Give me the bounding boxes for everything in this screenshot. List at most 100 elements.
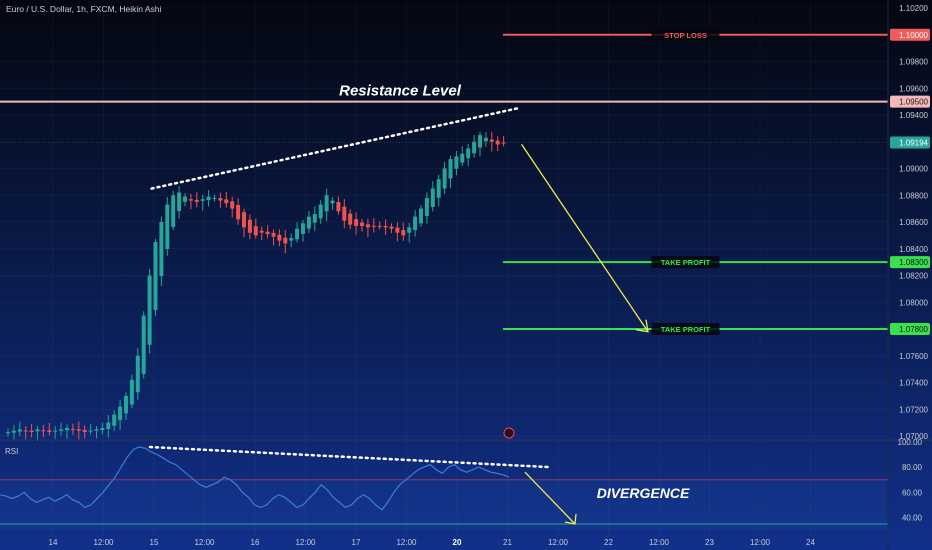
candle-body xyxy=(59,429,64,431)
price-tick-label: 1.08400 xyxy=(899,245,928,254)
flash-icon xyxy=(503,427,515,439)
candle-group xyxy=(6,131,506,442)
time-tick-label: 12:00 xyxy=(649,538,670,547)
chart-title: Euro / U.S. Dollar, 1h, FXCM, Heikin Ash… xyxy=(6,4,162,14)
rsi-tick-label: 100.00 xyxy=(898,438,923,447)
resistance-label: Resistance Level xyxy=(339,83,462,100)
candle-body xyxy=(242,212,246,228)
price-tick-label: 1.09600 xyxy=(899,84,928,93)
candle-body xyxy=(454,156,459,169)
arrow-line xyxy=(521,144,649,333)
candle-body xyxy=(247,219,252,233)
candle-body xyxy=(407,227,412,233)
candle-body xyxy=(129,379,134,405)
candle-body xyxy=(188,199,193,201)
candle-body xyxy=(377,225,382,227)
candle-body xyxy=(277,234,282,241)
candle-body xyxy=(88,430,93,432)
candle-body xyxy=(100,427,105,431)
candle-body xyxy=(106,422,111,430)
level-label: TAKE PROFIT xyxy=(661,325,711,334)
candle-body xyxy=(177,192,182,212)
price-badge-label: 1.10000 xyxy=(899,31,928,40)
time-tick-label: 24 xyxy=(806,538,815,547)
candle-body xyxy=(11,430,16,433)
time-tick-label: 20 xyxy=(453,538,462,547)
candle-body xyxy=(301,223,305,235)
price-tick-label: 1.07200 xyxy=(899,405,928,414)
time-tick-label: 12:00 xyxy=(295,538,316,547)
candle-body xyxy=(478,135,482,148)
candle-body xyxy=(112,414,117,426)
price-tick-label: 1.07000 xyxy=(899,432,928,441)
level-lines: STOP LOSS 1.10000 Resistance Level 1.09500 T… xyxy=(0,28,930,335)
candle-body xyxy=(118,406,123,421)
candle-body xyxy=(259,230,264,233)
price-tick-label: 1.08800 xyxy=(899,191,928,200)
candle-body xyxy=(76,429,81,431)
candle-body xyxy=(206,196,211,201)
candle-body xyxy=(141,315,146,374)
candle-body xyxy=(371,225,376,227)
time-tick-label: 12:00 xyxy=(194,538,215,547)
candle-body xyxy=(430,188,435,207)
candle-body xyxy=(224,199,229,204)
candle-body xyxy=(82,429,87,432)
candle-body xyxy=(501,142,506,144)
time-tick-label: 21 xyxy=(503,538,512,547)
candle-body xyxy=(47,430,52,432)
price-badge xyxy=(890,323,930,335)
annotations xyxy=(150,107,649,439)
candle-body xyxy=(289,238,294,241)
candle-body xyxy=(271,232,276,237)
price-tick-label: 1.08000 xyxy=(899,298,928,307)
candle-body xyxy=(460,153,465,163)
candle-body xyxy=(29,430,34,432)
candle-body xyxy=(330,200,335,204)
price-tick-label: 1.09400 xyxy=(899,111,928,120)
time-tick-label: 23 xyxy=(705,538,714,547)
candle-body xyxy=(401,230,406,236)
time-tick-label: 17 xyxy=(352,538,361,547)
time-tick-label: 15 xyxy=(150,538,159,547)
candle-body xyxy=(35,429,40,432)
candle-body xyxy=(194,199,199,202)
rsi-tick-label: 80.00 xyxy=(902,463,923,472)
level-label: TAKE PROFIT xyxy=(661,258,711,267)
time-tick-label: 12:00 xyxy=(396,538,417,547)
candle-body xyxy=(23,430,28,432)
candle-body xyxy=(419,208,423,224)
current-price-label: 1.09194 xyxy=(899,139,928,148)
rsi-trendline xyxy=(148,445,552,469)
rsi-band xyxy=(0,479,888,530)
candle-body xyxy=(94,429,99,431)
candle-body xyxy=(17,429,22,432)
level-label-bg xyxy=(651,323,720,335)
price-badge xyxy=(890,28,930,41)
time-tick-label: 12:00 xyxy=(93,538,114,547)
divergence-label: DIVERGENCE xyxy=(597,485,690,501)
candle-body xyxy=(265,231,270,235)
candle-body xyxy=(6,431,10,434)
candle-body xyxy=(389,226,394,229)
price-tick-label: 1.10200 xyxy=(899,4,928,13)
rsi-label: RSI xyxy=(5,447,19,456)
candle-body xyxy=(395,227,400,233)
time-tick-label: 22 xyxy=(604,538,613,547)
candle-body xyxy=(424,197,429,216)
candle-body xyxy=(283,237,288,244)
rsi-tick-label: 60.00 xyxy=(902,488,923,497)
rsi-line xyxy=(0,446,510,511)
candle-body xyxy=(483,137,488,142)
price-tick-label: 1.08200 xyxy=(899,272,928,281)
candle-body xyxy=(336,201,341,212)
candle-body xyxy=(135,355,140,393)
current-price-badge xyxy=(890,136,930,149)
rsi-pane: DIVERGENCE xyxy=(0,445,888,530)
candle-body xyxy=(306,216,311,229)
rsi-arrow-head xyxy=(564,513,577,525)
price-badge-label: 1.09500 xyxy=(899,98,928,107)
